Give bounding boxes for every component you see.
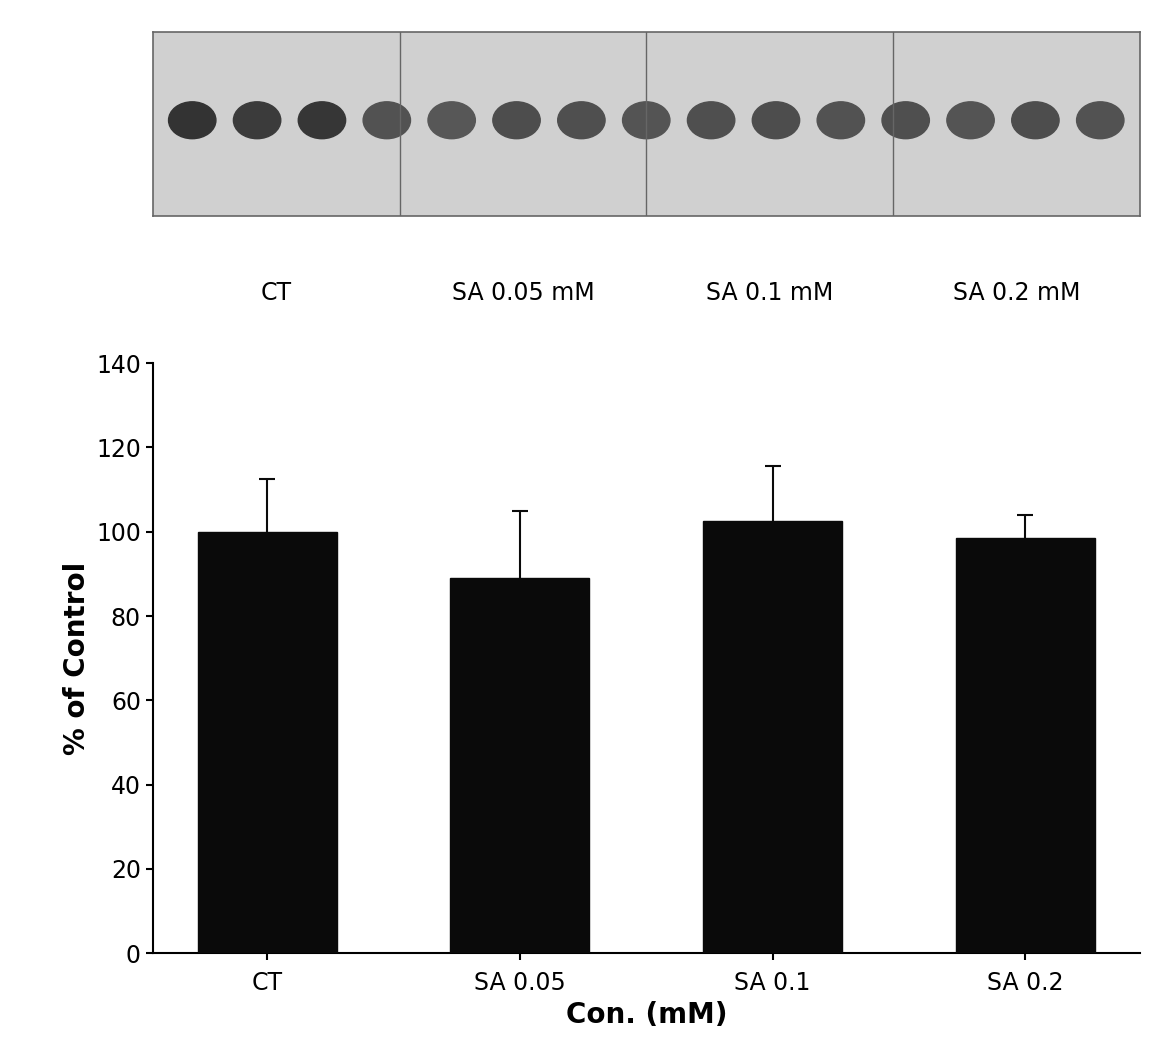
Text: SA 0.2 mM: SA 0.2 mM bbox=[953, 281, 1080, 305]
Ellipse shape bbox=[1012, 102, 1059, 139]
Ellipse shape bbox=[623, 102, 670, 139]
Ellipse shape bbox=[752, 102, 800, 139]
Ellipse shape bbox=[1076, 102, 1124, 139]
Ellipse shape bbox=[234, 102, 281, 139]
Ellipse shape bbox=[363, 102, 410, 139]
Ellipse shape bbox=[947, 102, 994, 139]
Text: SA 0.05 mM: SA 0.05 mM bbox=[451, 281, 595, 305]
Ellipse shape bbox=[558, 102, 605, 139]
Bar bbox=[703, 521, 842, 953]
Ellipse shape bbox=[428, 102, 476, 139]
Text: SA 0.1 mM: SA 0.1 mM bbox=[706, 281, 833, 305]
Ellipse shape bbox=[298, 102, 345, 139]
Bar bbox=[956, 538, 1095, 953]
Ellipse shape bbox=[882, 102, 929, 139]
Text: CT: CT bbox=[261, 281, 291, 305]
Ellipse shape bbox=[687, 102, 734, 139]
X-axis label: Con. (mM): Con. (mM) bbox=[565, 1001, 727, 1028]
Bar bbox=[450, 578, 590, 953]
Ellipse shape bbox=[168, 102, 216, 139]
Y-axis label: % of Control: % of Control bbox=[62, 561, 90, 755]
Ellipse shape bbox=[492, 102, 540, 139]
Ellipse shape bbox=[817, 102, 865, 139]
Bar bbox=[197, 532, 336, 953]
